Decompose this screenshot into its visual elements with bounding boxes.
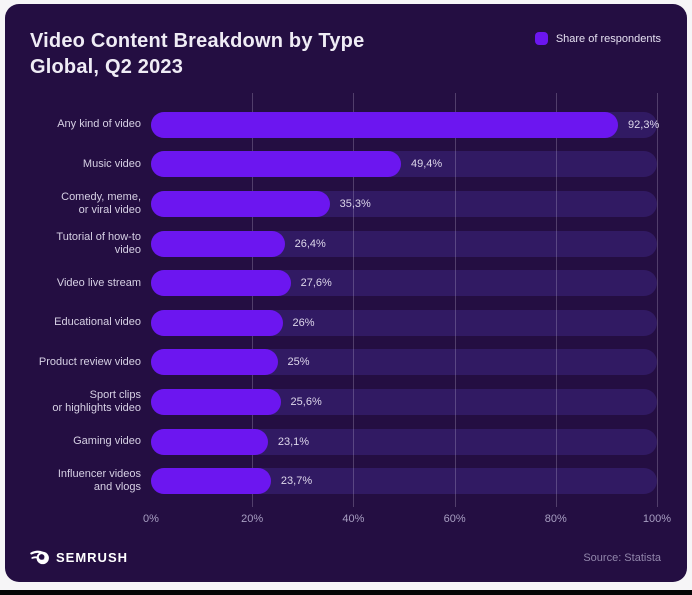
bar-area: 23,1% bbox=[151, 428, 657, 455]
category-label: Influencer videos and vlogs bbox=[57, 468, 141, 494]
bar-value-label: 26% bbox=[292, 316, 315, 329]
source-label: Source: Statista bbox=[583, 551, 661, 564]
bar-value-label: 27,6% bbox=[300, 277, 332, 290]
category-row: Gaming video 23,1% bbox=[29, 422, 657, 462]
category-label: Product review video bbox=[38, 355, 141, 368]
bar bbox=[151, 349, 278, 376]
bar bbox=[151, 270, 291, 297]
bar-area: 25,6% bbox=[151, 388, 657, 415]
category-row: Influencer videos and vlogs 23,7% bbox=[29, 461, 657, 501]
bottom-border bbox=[0, 590, 692, 595]
chart-title: Video Content Breakdown by Type bbox=[30, 30, 365, 52]
header: Video Content Breakdown by Type Global, … bbox=[5, 4, 687, 80]
chart-card: Video Content Breakdown by Type Global, … bbox=[5, 4, 687, 582]
bar-value-label: 35,3% bbox=[339, 197, 371, 210]
legend-label: Share of respondents bbox=[555, 32, 661, 45]
category-row: Video live stream 27,6% bbox=[29, 263, 657, 303]
bar bbox=[151, 388, 281, 415]
category-row: Tutorial of how-to video 26,4% bbox=[29, 224, 657, 264]
category-label: Gaming video bbox=[73, 435, 141, 448]
bar bbox=[151, 111, 619, 138]
bar-rows: Any kind of video 92,3% Music video 49,4… bbox=[29, 105, 660, 501]
category-label: Comedy, meme, or viral video bbox=[61, 190, 141, 216]
bar bbox=[151, 230, 285, 257]
category-label: Educational video bbox=[54, 316, 141, 329]
x-axis-tick: 60% bbox=[443, 512, 466, 525]
category-label: Music video bbox=[82, 157, 141, 170]
x-axis-spacer bbox=[29, 501, 151, 529]
bar-value-label: 49,4% bbox=[410, 158, 443, 171]
category-row: Educational video 26% bbox=[29, 303, 657, 343]
bar-area: 26% bbox=[151, 309, 657, 336]
category-row: Comedy, meme, or viral video 35,3% bbox=[29, 184, 657, 224]
category-label: Tutorial of how-to video bbox=[56, 230, 141, 256]
semrush-logo: SEMRUSH bbox=[30, 549, 128, 566]
bar-value-label: 23,1% bbox=[277, 435, 310, 448]
x-axis-tick: 80% bbox=[544, 512, 567, 525]
bar bbox=[151, 428, 268, 455]
x-axis-ticks: 0% 20% 40% 60% 80% 100% bbox=[143, 501, 671, 529]
legend: Share of respondents bbox=[534, 32, 661, 45]
category-label: Video live stream bbox=[56, 276, 141, 289]
brand-name: SEMRUSH bbox=[56, 550, 129, 565]
bar-value-label: 26,4% bbox=[294, 237, 326, 250]
bar-area: 26,4% bbox=[151, 230, 657, 257]
footer: SEMRUSH Source: Statista bbox=[30, 549, 661, 566]
gridline bbox=[657, 93, 658, 507]
x-axis-tick: 40% bbox=[342, 512, 365, 525]
x-axis: 0% 20% 40% 60% 80% 100% bbox=[29, 501, 671, 529]
bar-area: 23,7% bbox=[151, 468, 657, 495]
category-label: Any kind of video bbox=[57, 118, 141, 131]
bar-area: 27,6% bbox=[151, 270, 657, 297]
category-row: Sport clips or highlights video 25,6% bbox=[29, 382, 657, 422]
bar-area: 35,3% bbox=[151, 190, 657, 217]
category-label: Sport clips or highlights video bbox=[52, 388, 141, 414]
bar-area: 92,3% bbox=[151, 111, 660, 138]
bar-value-label: 25% bbox=[287, 356, 310, 369]
category-row: Product review video 25% bbox=[29, 343, 657, 383]
bar-value-label: 25,6% bbox=[290, 395, 322, 408]
bar-area: 25% bbox=[151, 349, 657, 376]
bar bbox=[151, 151, 401, 178]
bar-area: 49,4% bbox=[151, 151, 657, 178]
semrush-ball-icon bbox=[30, 550, 49, 565]
bar bbox=[151, 309, 283, 336]
x-axis-tick: 0% bbox=[143, 512, 159, 525]
legend-swatch-icon bbox=[534, 32, 548, 45]
x-axis-tick: 20% bbox=[241, 512, 264, 525]
category-row: Any kind of video 92,3% bbox=[29, 105, 660, 145]
bar-value-label: 92,3% bbox=[628, 118, 660, 131]
title-block: Video Content Breakdown by Type Global, … bbox=[30, 28, 364, 80]
bar bbox=[151, 190, 330, 217]
bar bbox=[151, 468, 271, 495]
chart-subtitle: Global, Q2 2023 bbox=[30, 56, 184, 78]
bar-chart: Any kind of video 92,3% Music video 49,4… bbox=[29, 93, 671, 529]
category-row: Music video 49,4% bbox=[29, 145, 657, 185]
bar-value-label: 23,7% bbox=[280, 475, 313, 488]
x-axis-tick: 100% bbox=[642, 512, 672, 525]
